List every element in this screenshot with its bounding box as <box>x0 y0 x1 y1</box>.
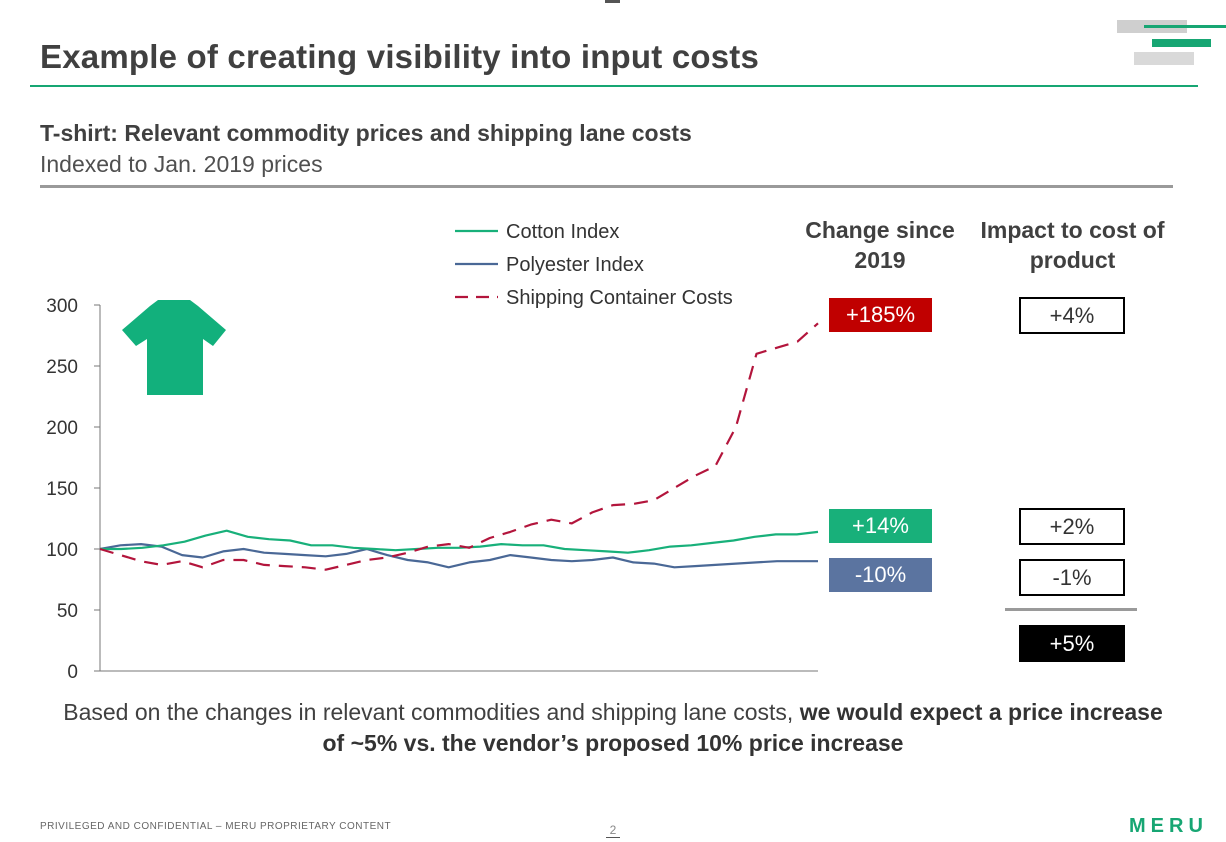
conclusion-regular: Based on the changes in relevant commodi… <box>63 699 800 725</box>
page-title: Example of creating visibility into inpu… <box>40 38 760 75</box>
y-tick-label: 150 <box>46 479 78 500</box>
meru-logo: MERU <box>1129 815 1208 837</box>
conclusion-bold: we would expect a price increase of ~5% … <box>322 699 1163 756</box>
legend-label: Shipping Container Costs <box>506 287 733 309</box>
legend-label: Polyester Index <box>506 254 644 276</box>
chart-subtitle: Indexed to Jan. 2019 prices <box>40 151 323 177</box>
legend-label: Cotton Index <box>506 221 619 243</box>
brand-bars-graphic <box>1117 20 1226 65</box>
y-tick-label: 300 <box>46 296 78 317</box>
cotton-change-badge: +14% <box>829 509 932 543</box>
polyester-change-badge: -10% <box>829 558 932 592</box>
polyester-impact-box: -1% <box>1019 559 1125 596</box>
cotton-impact-box: +2% <box>1019 508 1125 545</box>
shipping-change-badge: +185% <box>829 298 932 332</box>
conclusion-text: Based on the changes in relevant commodi… <box>60 697 1166 759</box>
cotton-index-line <box>100 529 819 554</box>
y-tick-label: 0 <box>67 662 78 683</box>
series-layer <box>99 322 819 571</box>
line-chart: 0 50 100 150 200 250 300 Cotton Index Polyester… <box>46 221 819 683</box>
subtitle-divider <box>40 185 1173 188</box>
total-impact-box: +5% <box>1019 625 1125 662</box>
polyester-index-line <box>99 542 818 569</box>
shipping-container-costs-line <box>99 322 819 571</box>
total-divider <box>1005 608 1137 611</box>
confidentiality-footer: PRIVILEGED AND CONFIDENTIAL – MERU PROPR… <box>40 821 392 832</box>
change-since-2019-header: Change since 2019 <box>805 217 955 273</box>
chart-title: T-shirt: Relevant commodity prices and s… <box>40 120 692 146</box>
chart-legend: Cotton Index Polyester Index Shipping Cont… <box>455 221 733 309</box>
shipping-impact-box: +4% <box>1019 297 1125 334</box>
tshirt-icon <box>122 300 226 395</box>
title-divider <box>30 85 1198 87</box>
top-marker <box>605 0 620 3</box>
y-tick-label: 250 <box>46 357 78 378</box>
y-axis: 0 50 100 150 200 250 300 <box>46 296 101 683</box>
y-tick-label: 50 <box>57 601 78 622</box>
impact-to-cost-header: Impact to cost of product <box>980 217 1165 273</box>
y-tick-label: 200 <box>46 418 78 439</box>
y-tick-label: 100 <box>46 540 78 561</box>
page-number: 2 <box>606 823 620 838</box>
